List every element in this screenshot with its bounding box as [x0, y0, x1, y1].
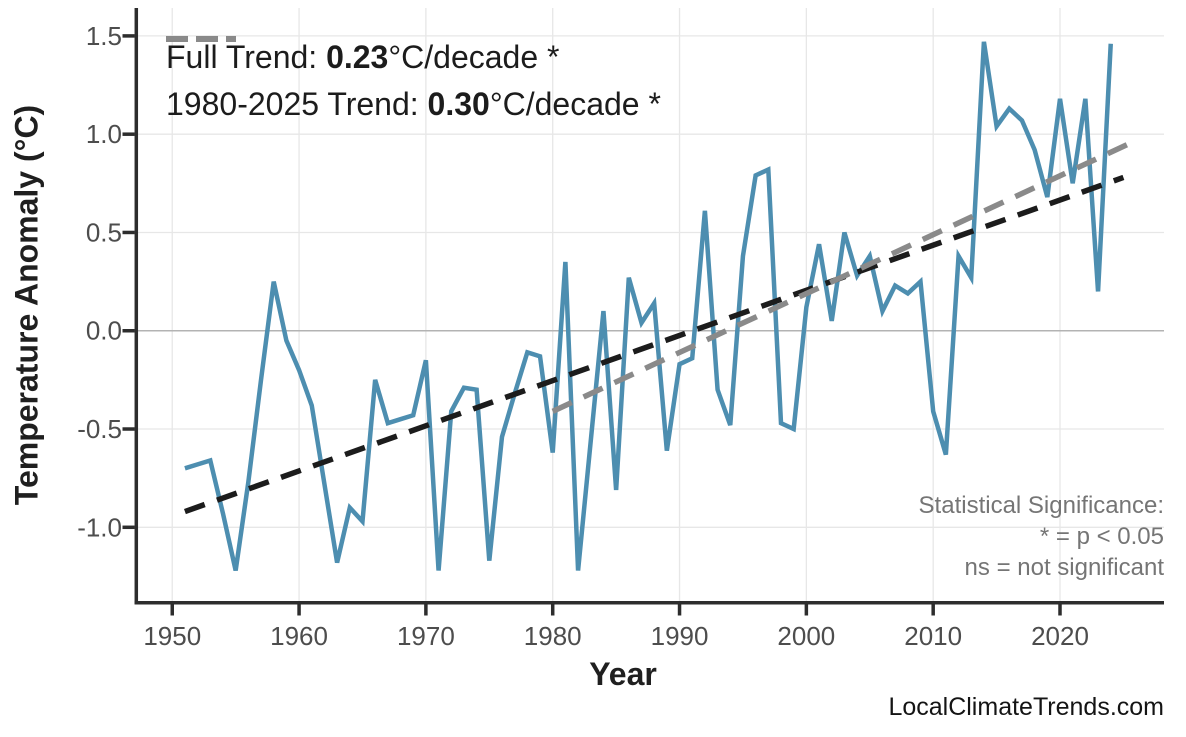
x-tick-label-2020: 2020 [1031, 621, 1089, 651]
x-tick-label-2000: 2000 [777, 621, 835, 651]
legend: Full Trend: 0.23°C/decade * 1980-2025 Tr… [166, 34, 661, 128]
legend-label-recent-trend: 1980-2025 Trend: 0.30°C/decade * [166, 86, 661, 123]
anomaly-line [184, 41, 1113, 572]
x-tick-label-1990: 1990 [651, 621, 709, 651]
watermark: LocalClimateTrends.com [888, 693, 1164, 721]
legend-item-recent-trend: 1980-2025 Trend: 0.30°C/decade * [166, 36, 661, 128]
recent-trend-dash-swatch [166, 36, 236, 42]
legend-item-full-trend: Full Trend: 0.23°C/decade * [166, 34, 661, 81]
recent-trend-line [551, 141, 1130, 414]
legend-value: 0.30 [427, 86, 490, 122]
legend-units: °C/decade * [388, 39, 560, 75]
significance-title: Statistical Significance: [918, 492, 1164, 519]
legend-label-full-trend: Full Trend: 0.23°C/decade * [166, 39, 559, 76]
y-tick-label-0.5: 0.5 [86, 217, 122, 247]
legend-units: °C/decade * [489, 86, 661, 122]
legend-value: 0.23 [326, 39, 389, 75]
significance-star-line: * = p < 0.05 [1039, 523, 1164, 550]
y-tick-label-1.0: 1.0 [86, 119, 122, 149]
full-trend-line [184, 174, 1125, 515]
x-tick-label-1970: 1970 [397, 621, 455, 651]
y-axis-title: Temperature Anomaly (°C) [8, 104, 45, 506]
legend-text: 1980-2025 Trend: [166, 86, 428, 122]
x-tick-label-1980: 1980 [524, 621, 582, 651]
x-tick-label-1950: 1950 [143, 621, 201, 651]
significance-ns-line: ns = not significant [964, 554, 1164, 581]
x-tick-label-2010: 2010 [904, 621, 962, 651]
x-axis-title: Year [589, 656, 657, 692]
legend-text: Full Trend: [166, 39, 327, 75]
significance-note: Statistical Significance: * = p < 0.05 n… [919, 490, 1164, 583]
y-tick-label-1.5: 1.5 [86, 21, 122, 51]
y-tick-label-0.0: 0.0 [86, 316, 122, 346]
y-tick-label--0.5: -0.5 [77, 414, 122, 444]
y-tick-label--1.0: -1.0 [77, 512, 122, 542]
x-tick-label-1960: 1960 [270, 621, 328, 651]
